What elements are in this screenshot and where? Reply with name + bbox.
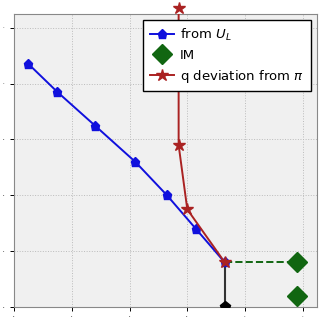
q deviation from $\pi$ xyxy=(177,0,180,2)
from $U_L$ xyxy=(194,227,198,231)
Line: from $U_L$: from $U_L$ xyxy=(24,60,229,267)
from $U_L$ xyxy=(27,62,30,66)
from $U_L$ xyxy=(133,160,137,164)
q deviation from $\pi$ xyxy=(177,143,180,147)
from $U_L$ xyxy=(223,260,227,264)
from $U_L$ xyxy=(93,124,97,127)
from $U_L$ xyxy=(165,194,169,197)
q deviation from $\pi$ xyxy=(223,260,227,264)
Line: q deviation from $\pi$: q deviation from $\pi$ xyxy=(172,0,231,269)
from $U_L$ xyxy=(55,90,59,94)
Legend: from $U_L$, IM, q deviation from $\pi$: from $U_L$, IM, q deviation from $\pi$ xyxy=(143,20,311,92)
q deviation from $\pi$ xyxy=(185,207,189,211)
